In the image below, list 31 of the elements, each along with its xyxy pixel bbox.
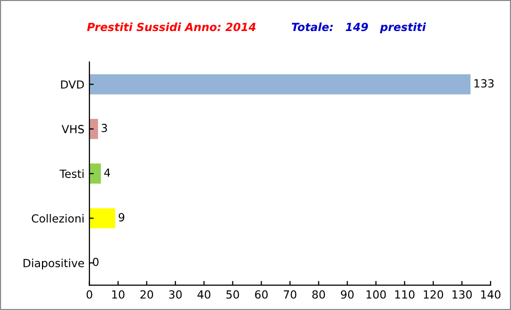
data-label: 3 (102, 124, 107, 132)
data-label: 0 (92, 258, 99, 266)
data-label: 133 (474, 79, 494, 88)
x-tick-label: 30 (169, 290, 182, 299)
bar (89, 74, 471, 94)
x-tick-label: 120 (424, 290, 444, 299)
bar (89, 164, 101, 184)
x-tick-label: 20 (140, 290, 154, 299)
x-tick-label: 0 (86, 290, 92, 299)
x-tick-label: 100 (366, 290, 386, 299)
data-label: 9 (118, 213, 124, 222)
y-tick-label: Diapositive (24, 258, 84, 270)
chart-subtitle: Totale: 149 prestiti (292, 22, 426, 34)
bar (89, 208, 116, 228)
x-tick-label: 140 (481, 290, 500, 299)
x-tick-label: 70 (284, 290, 296, 299)
y-tick-label: DVD (61, 80, 84, 89)
y-tick-label: Testi (60, 169, 84, 178)
x-tick-label: 40 (198, 290, 210, 299)
y-tick-label: Collezioni (32, 214, 84, 223)
y-tick-label: VHS (62, 124, 84, 134)
x-tick-label: 80 (312, 290, 325, 299)
bar (89, 118, 98, 140)
x-tick-label: 110 (395, 290, 414, 299)
chart-title: Prestiti Sussidi Anno: 2014 (87, 22, 256, 32)
x-tick-label: 130 (452, 290, 472, 299)
x-tick-label: 60 (255, 290, 268, 299)
data-label: 4 (104, 168, 110, 177)
x-tick-label: 10 (112, 290, 124, 299)
x-tick-label: 50 (226, 290, 240, 299)
x-tick-label: 90 (340, 290, 354, 299)
